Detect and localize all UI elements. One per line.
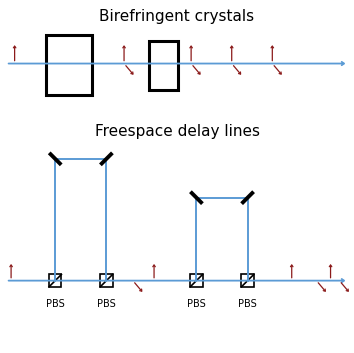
Text: Birefringent crystals: Birefringent crystals xyxy=(99,9,255,24)
Bar xyxy=(46,35,92,95)
Bar xyxy=(49,275,61,287)
Bar xyxy=(190,275,202,287)
Text: PBS: PBS xyxy=(46,299,64,309)
Bar xyxy=(241,275,254,287)
Text: Freespace delay lines: Freespace delay lines xyxy=(95,124,259,138)
Text: PBS: PBS xyxy=(97,299,116,309)
Text: PBS: PBS xyxy=(238,299,257,309)
Text: PBS: PBS xyxy=(187,299,206,309)
Bar xyxy=(100,275,113,287)
Bar xyxy=(149,41,178,90)
